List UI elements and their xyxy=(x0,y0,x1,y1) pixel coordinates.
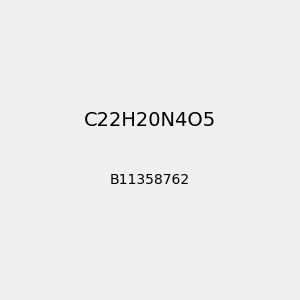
Text: C22H20N4O5: C22H20N4O5 xyxy=(84,110,216,130)
Text: B11358762: B11358762 xyxy=(110,173,190,187)
